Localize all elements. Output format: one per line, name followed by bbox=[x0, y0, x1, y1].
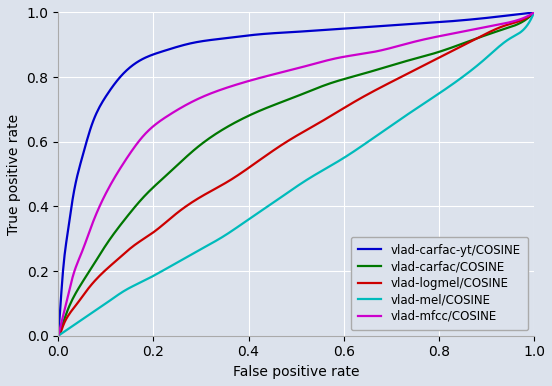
vlad-mel/COSINE bbox=[56, 332, 63, 337]
vlad-mfcc/COSINE bbox=[346, 54, 353, 58]
vlad-mfcc/COSINE bbox=[456, 30, 463, 35]
X-axis label: False positive rate: False positive rate bbox=[233, 365, 359, 379]
vlad-mfcc/COSINE bbox=[486, 24, 493, 29]
vlad-carfac/COSINE bbox=[486, 32, 493, 36]
vlad-mfcc/COSINE bbox=[530, 10, 537, 15]
Line: vlad-carfac-yt/COSINE: vlad-carfac-yt/COSINE bbox=[58, 12, 534, 336]
vlad-carfac-yt/COSINE bbox=[530, 10, 537, 15]
vlad-logmel/COSINE bbox=[456, 45, 463, 50]
vlad-mel/COSINE bbox=[55, 334, 61, 338]
vlad-mfcc/COSINE bbox=[56, 327, 63, 332]
vlad-mel/COSINE bbox=[530, 10, 537, 15]
vlad-carfac-yt/COSINE bbox=[338, 26, 345, 31]
vlad-logmel/COSINE bbox=[56, 332, 63, 337]
vlad-mel/COSINE bbox=[486, 53, 493, 58]
vlad-carfac/COSINE bbox=[56, 329, 63, 334]
vlad-logmel/COSINE bbox=[337, 108, 343, 113]
vlad-carfac/COSINE bbox=[456, 42, 463, 47]
vlad-mel/COSINE bbox=[346, 152, 353, 157]
vlad-mel/COSINE bbox=[337, 158, 343, 163]
vlad-carfac/COSINE bbox=[337, 78, 343, 83]
vlad-logmel/COSINE bbox=[486, 30, 493, 34]
vlad-carfac-yt/COSINE bbox=[456, 18, 463, 23]
vlad-carfac/COSINE bbox=[55, 334, 61, 338]
vlad-logmel/COSINE bbox=[346, 102, 353, 107]
vlad-carfac-yt/COSINE bbox=[56, 313, 63, 317]
vlad-logmel/COSINE bbox=[55, 334, 61, 338]
vlad-mel/COSINE bbox=[338, 157, 345, 162]
vlad-carfac-yt/COSINE bbox=[346, 26, 353, 30]
Line: vlad-mfcc/COSINE: vlad-mfcc/COSINE bbox=[58, 12, 534, 336]
vlad-carfac-yt/COSINE bbox=[337, 27, 343, 31]
Line: vlad-mel/COSINE: vlad-mel/COSINE bbox=[58, 12, 534, 336]
vlad-mfcc/COSINE bbox=[337, 55, 343, 60]
Legend: vlad-carfac-yt/COSINE, vlad-carfac/COSINE, vlad-logmel/COSINE, vlad-mel/COSINE, : vlad-carfac-yt/COSINE, vlad-carfac/COSIN… bbox=[351, 237, 528, 330]
vlad-mfcc/COSINE bbox=[338, 55, 345, 59]
vlad-carfac/COSINE bbox=[346, 75, 353, 80]
vlad-carfac-yt/COSINE bbox=[55, 334, 61, 338]
Line: vlad-logmel/COSINE: vlad-logmel/COSINE bbox=[58, 12, 534, 336]
vlad-logmel/COSINE bbox=[530, 10, 537, 15]
vlad-mel/COSINE bbox=[456, 77, 463, 82]
vlad-logmel/COSINE bbox=[338, 107, 345, 112]
vlad-carfac-yt/COSINE bbox=[486, 15, 493, 20]
vlad-mfcc/COSINE bbox=[55, 334, 61, 338]
vlad-carfac/COSINE bbox=[530, 10, 537, 15]
Y-axis label: True positive rate: True positive rate bbox=[7, 113, 21, 235]
Line: vlad-carfac/COSINE: vlad-carfac/COSINE bbox=[58, 12, 534, 336]
vlad-carfac/COSINE bbox=[338, 78, 345, 82]
